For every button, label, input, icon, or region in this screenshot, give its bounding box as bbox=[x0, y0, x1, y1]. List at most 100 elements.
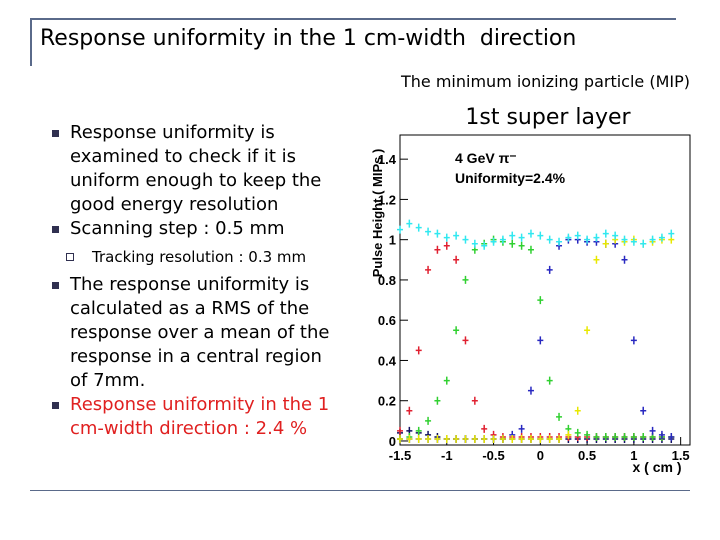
x-tick-label: 1 bbox=[630, 448, 637, 463]
data-point bbox=[453, 326, 460, 335]
data-point bbox=[574, 428, 581, 437]
data-point bbox=[556, 237, 563, 246]
y-tick-label: 0.8 bbox=[378, 273, 396, 288]
bullet-list: Response uniformity is examined to check… bbox=[52, 121, 337, 441]
data-point bbox=[490, 237, 497, 246]
data-point bbox=[630, 237, 637, 246]
data-point bbox=[546, 235, 553, 244]
data-point bbox=[415, 426, 422, 435]
data-point bbox=[453, 231, 460, 240]
x-tick-label: 0 bbox=[537, 448, 544, 463]
annotation: Uniformity=2.4% bbox=[455, 170, 566, 186]
data-point bbox=[593, 432, 600, 441]
y-tick-label: 0.4 bbox=[378, 353, 397, 368]
data-point bbox=[462, 434, 469, 443]
data-point bbox=[462, 235, 469, 244]
data-point bbox=[481, 424, 488, 433]
data-point bbox=[546, 376, 553, 385]
data-point bbox=[425, 434, 432, 443]
data-point bbox=[518, 233, 525, 242]
data-point bbox=[462, 275, 469, 284]
data-point bbox=[527, 245, 534, 254]
data-point bbox=[443, 434, 450, 443]
data-point bbox=[602, 239, 609, 248]
data-point bbox=[471, 434, 478, 443]
y-tick-label: 0 bbox=[389, 434, 396, 449]
data-point bbox=[630, 336, 637, 345]
data-point bbox=[546, 265, 553, 274]
frame-top bbox=[30, 18, 676, 20]
title: Response uniformity in the 1 cm-width di… bbox=[40, 26, 577, 51]
data-point bbox=[556, 434, 563, 443]
data-point bbox=[668, 229, 675, 238]
data-point bbox=[406, 219, 413, 228]
data-point bbox=[527, 229, 534, 238]
data-point bbox=[649, 426, 656, 435]
data-point bbox=[621, 255, 628, 264]
data-point bbox=[640, 432, 647, 441]
data-point bbox=[434, 229, 441, 238]
data-point bbox=[471, 239, 478, 248]
sub-bullet-group: Tracking resolution : 0.3 mm bbox=[52, 245, 337, 269]
data-point bbox=[584, 235, 591, 244]
x-tick-label: -1 bbox=[441, 448, 453, 463]
footer-rule bbox=[30, 490, 690, 491]
data-point bbox=[658, 233, 665, 242]
data-point bbox=[443, 241, 450, 250]
data-point bbox=[658, 430, 665, 439]
data-point bbox=[574, 231, 581, 240]
data-point bbox=[584, 430, 591, 439]
data-point bbox=[640, 239, 647, 248]
x-tick-label: 1.5 bbox=[672, 448, 690, 463]
data-point bbox=[415, 346, 422, 355]
data-point bbox=[397, 225, 403, 234]
annotation: 4 GeV π⁻ bbox=[455, 150, 517, 166]
data-point bbox=[406, 434, 413, 443]
data-point bbox=[490, 434, 497, 443]
data-point bbox=[602, 432, 609, 441]
bullet: Response uniformity in the 1 cm-width di… bbox=[52, 393, 337, 441]
data-point bbox=[527, 386, 534, 395]
data-point bbox=[574, 406, 581, 415]
data-point bbox=[537, 336, 544, 345]
data-point bbox=[537, 296, 544, 305]
data-point bbox=[425, 265, 432, 274]
y-axis-label: Pulse Height ( MIPs ) bbox=[370, 149, 385, 278]
data-point bbox=[612, 432, 619, 441]
data-point bbox=[415, 223, 422, 232]
bullet: The response uniformity is calculated as… bbox=[52, 273, 337, 393]
x-axis-label: x ( cm ) bbox=[632, 459, 681, 475]
data-point bbox=[425, 227, 432, 236]
plot-frame bbox=[399, 134, 691, 446]
data-point bbox=[397, 426, 403, 435]
data-point bbox=[415, 434, 422, 443]
frame-left bbox=[30, 18, 32, 66]
data-point bbox=[434, 396, 441, 405]
data-point bbox=[621, 235, 628, 244]
y-tick-label: 0.6 bbox=[378, 313, 396, 328]
data-point bbox=[668, 432, 675, 441]
data-point bbox=[649, 235, 656, 244]
data-point bbox=[509, 231, 516, 240]
sub-bullet: Tracking resolution : 0.3 mm bbox=[66, 245, 337, 269]
data-point bbox=[565, 430, 572, 439]
data-point bbox=[509, 239, 516, 248]
data-point bbox=[565, 233, 572, 242]
data-point bbox=[527, 434, 534, 443]
data-point bbox=[453, 255, 460, 264]
data-point bbox=[471, 396, 478, 405]
data-point bbox=[518, 241, 525, 250]
data-point bbox=[537, 434, 544, 443]
data-point bbox=[518, 434, 525, 443]
data-point bbox=[443, 376, 450, 385]
data-point bbox=[434, 245, 441, 254]
data-point bbox=[518, 424, 525, 433]
data-point bbox=[602, 229, 609, 238]
data-point bbox=[499, 235, 506, 244]
x-tick-label: -1.5 bbox=[389, 448, 411, 463]
data-point bbox=[640, 406, 647, 415]
data-point bbox=[612, 231, 619, 240]
data-point bbox=[509, 434, 516, 443]
